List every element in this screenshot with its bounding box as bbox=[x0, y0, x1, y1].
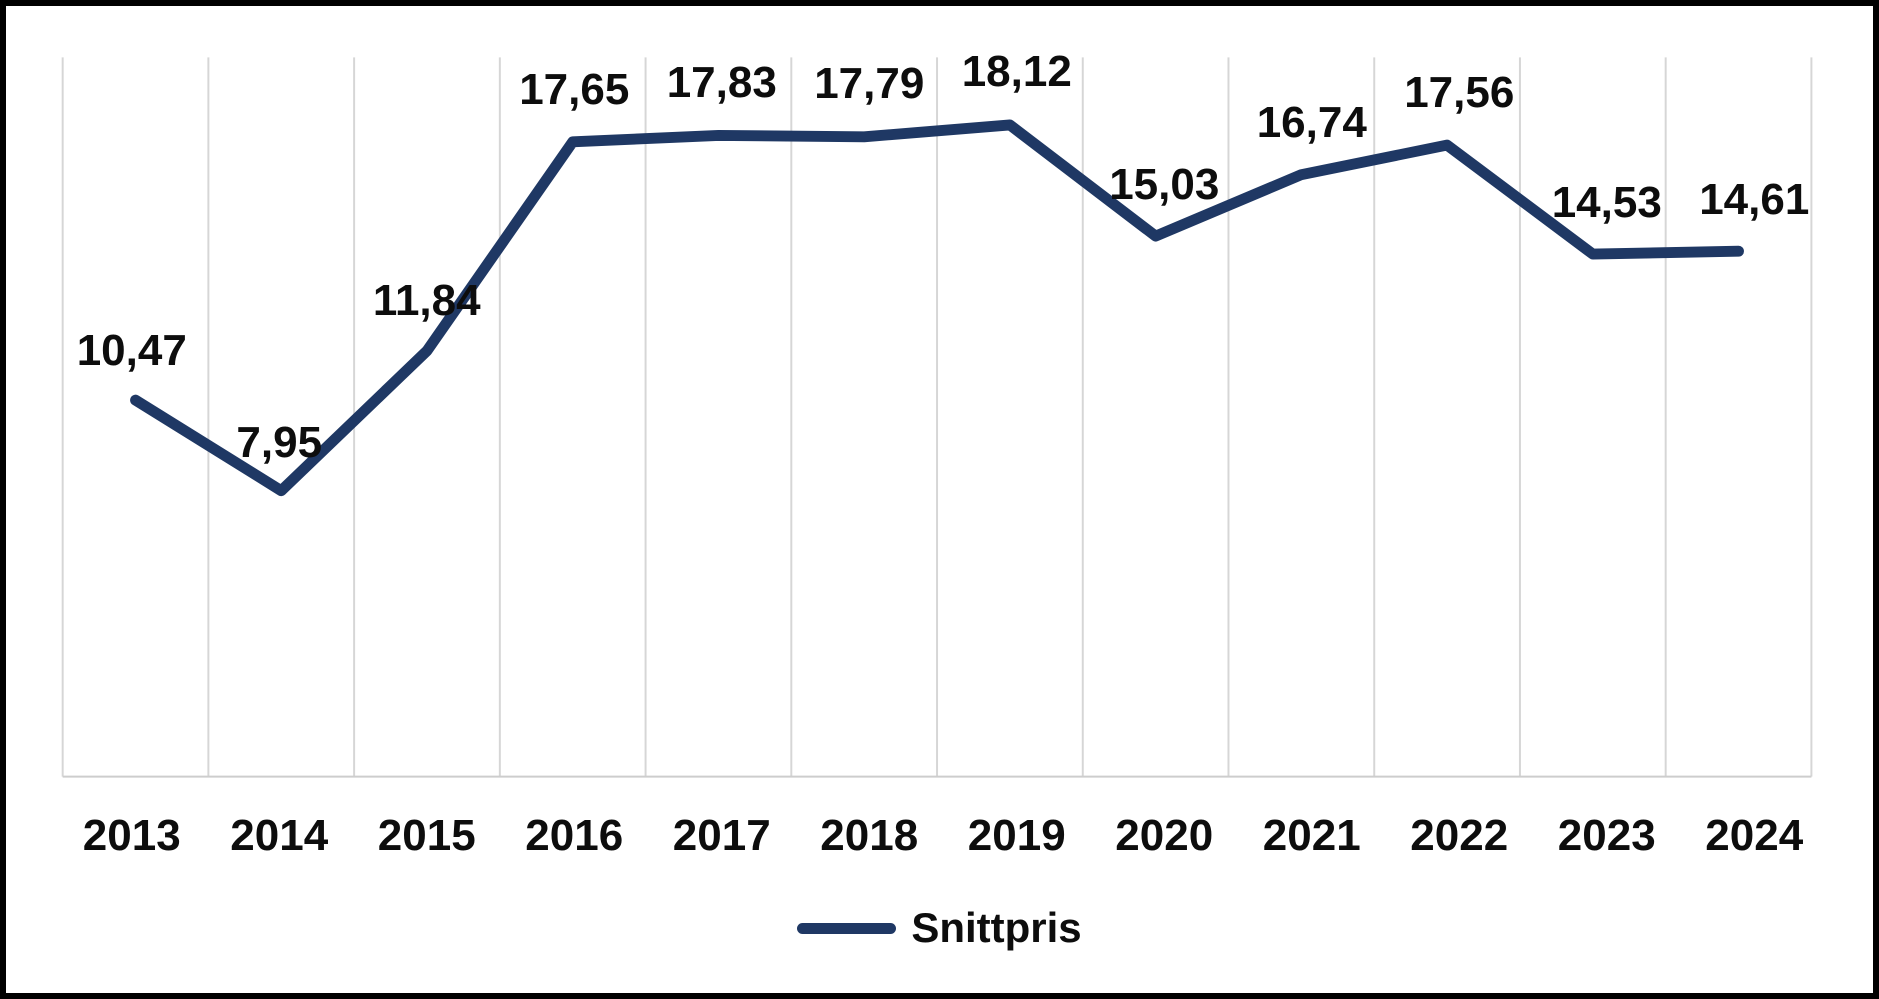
x-axis-label: 2023 bbox=[1557, 811, 1656, 860]
series-line-snittpris bbox=[130, 119, 1744, 497]
x-axis-label: 2017 bbox=[672, 811, 771, 860]
x-axis-label: 2022 bbox=[1410, 811, 1509, 860]
data-label: 11,84 bbox=[372, 276, 481, 326]
x-axis-label: 2021 bbox=[1262, 811, 1361, 860]
x-axis-label: 2024 bbox=[1705, 811, 1804, 860]
data-label: 7,95 bbox=[236, 417, 323, 467]
x-axis-label: 2014 bbox=[230, 811, 329, 860]
x-axis-label: 2013 bbox=[82, 811, 181, 860]
data-label: 14,53 bbox=[1551, 178, 1662, 228]
data-label: 16,74 bbox=[1256, 97, 1367, 147]
x-axis-label: 2016 bbox=[525, 811, 624, 860]
data-label: 14,61 bbox=[1699, 175, 1810, 225]
vertical-gridlines bbox=[61, 57, 1813, 777]
data-label: 17,79 bbox=[814, 59, 925, 109]
legend: Snittpris bbox=[6, 904, 1873, 952]
x-axis-label: 2015 bbox=[377, 811, 476, 860]
data-label: 17,83 bbox=[666, 57, 777, 107]
data-label: 18,12 bbox=[961, 47, 1072, 97]
legend-label: Snittpris bbox=[911, 904, 1082, 951]
legend-line-marker-icon bbox=[797, 922, 897, 934]
data-label: 17,56 bbox=[1404, 67, 1515, 117]
x-axis-label: 2019 bbox=[967, 811, 1066, 860]
data-label: 10,47 bbox=[76, 325, 187, 375]
x-axis-label: 2020 bbox=[1115, 811, 1214, 860]
line-chart-canvas bbox=[61, 57, 1813, 778]
x-axis-label: 2018 bbox=[820, 811, 919, 860]
data-label: 17,65 bbox=[519, 64, 630, 114]
data-label: 15,03 bbox=[1109, 159, 1220, 209]
